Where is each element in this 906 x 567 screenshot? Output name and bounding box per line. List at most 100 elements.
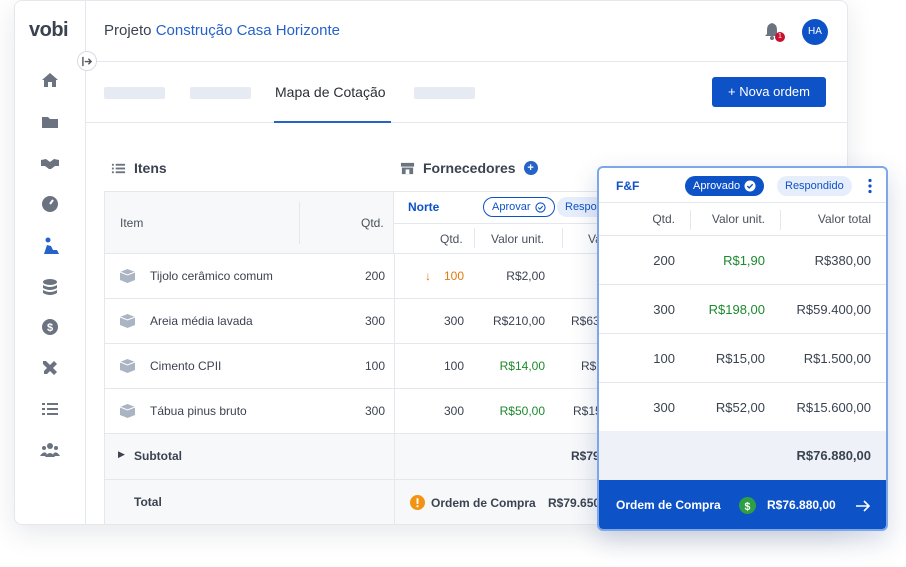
avatar[interactable]: HA: [802, 19, 828, 45]
expand-caret-icon[interactable]: ▶: [118, 449, 125, 459]
items-title: Itens: [134, 160, 167, 176]
subtotal-row[interactable]: ▶ Subtotal R$79: [105, 434, 613, 480]
notification-badge: 1: [775, 32, 785, 42]
norte-subtotal: R$79: [571, 449, 600, 463]
dollar-icon[interactable]: $: [39, 316, 61, 338]
ff-unit: R$198,00: [708, 302, 765, 317]
norte-qty: 300: [443, 314, 464, 328]
ff-header: F&F Aprovado Respondido: [599, 168, 886, 203]
ff-row[interactable]: 100 R$15,00 R$1.500,00: [599, 334, 886, 383]
ff-row[interactable]: 200 R$1,90 R$380,00: [599, 236, 886, 285]
ff-purchase-order-button[interactable]: Ordem de Compra $ R$76.880,00: [599, 480, 886, 529]
project-name-link[interactable]: Construção Casa Horizonte: [155, 22, 340, 39]
box-icon: [119, 269, 136, 283]
tab-placeholder-1[interactable]: [104, 87, 165, 99]
table-row[interactable]: Areia média lavada 300 300 R$210,00 R$63: [105, 299, 613, 344]
ff-row[interactable]: 300 R$198,00 R$59.400,00: [599, 285, 886, 334]
home-icon[interactable]: [39, 69, 61, 91]
approved-label: Aprovado: [693, 180, 741, 192]
worker-icon[interactable]: [39, 235, 61, 257]
team-icon[interactable]: [39, 439, 61, 461]
item-qty: 300: [364, 404, 385, 418]
tab-bar: Mapa de Cotação + Nova ordem: [86, 62, 847, 123]
norte-total: R$63: [571, 314, 600, 328]
ff-qty: 300: [653, 400, 675, 415]
item-qty: 100: [364, 359, 385, 373]
tools-icon[interactable]: [39, 357, 61, 379]
norte-qty: 300: [443, 404, 464, 418]
item-qty: 200: [364, 269, 385, 283]
ff-qty: 200: [653, 253, 675, 268]
add-supplier-button[interactable]: +: [523, 161, 538, 175]
suppliers-section-title: Fornecedores +: [400, 160, 538, 176]
items-section-title: Itens: [111, 160, 167, 176]
ff-unit: R$15,00: [715, 351, 765, 366]
ff-qty: 300: [653, 302, 675, 317]
item-name: Tábua pinus bruto: [150, 404, 247, 418]
check-circle-icon: [744, 180, 756, 192]
supplier-ff-name: F&F: [616, 179, 640, 193]
tab-placeholder-2[interactable]: [190, 87, 251, 99]
items-header: Item Qtd.: [105, 192, 394, 254]
col-item-header: Item: [120, 216, 144, 230]
svg-text:$: $: [47, 322, 53, 334]
ff-col-qty: Qtd.: [652, 212, 675, 226]
norte-qty: 100: [443, 359, 464, 373]
ff-total: R$15.600,00: [796, 400, 871, 415]
more-vertical-icon[interactable]: [868, 178, 872, 194]
ff-unit: R$52,00: [715, 400, 765, 415]
ff-row[interactable]: 300 R$52,00 R$15.600,00: [599, 383, 886, 432]
item-name: Cimento CPII: [150, 359, 222, 373]
svg-text:$: $: [745, 501, 751, 513]
item-name: Tijolo cerâmico comum: [150, 269, 273, 283]
table-row[interactable]: Tijolo cerâmico comum 200 ↓ 100 R$2,00: [105, 254, 613, 299]
norte-unit: R$210,00: [492, 314, 545, 328]
box-icon: [119, 359, 136, 373]
approve-norte-button[interactable]: Aprovar: [483, 197, 555, 217]
item-name: Areia média lavada: [150, 314, 253, 328]
responded-badge: Respondido: [777, 176, 852, 196]
project-prefix: Projeto: [104, 22, 152, 39]
ff-unit: R$1,90: [723, 253, 765, 268]
supplier-norte-name: Norte: [408, 200, 440, 214]
collapse-sidebar-button[interactable]: [77, 51, 97, 71]
norte-order-total: R$79.650: [548, 496, 601, 510]
subtotal-label: Subtotal: [134, 449, 182, 463]
total-label: Total: [134, 495, 162, 509]
tab-mapa-de-cotacao[interactable]: Mapa de Cotação: [275, 84, 386, 100]
store-icon: [400, 162, 415, 174]
table-row[interactable]: Tábua pinus bruto 300 300 R$50,00 R$15: [105, 389, 613, 434]
dollar-circle-icon: $: [739, 497, 756, 514]
top-bar: Projeto Construção Casa Horizonte 1 HA: [86, 1, 847, 62]
database-icon[interactable]: [39, 276, 61, 298]
norte-header: Norte Aprovar Respo Qtd. Valor unit. Va: [394, 192, 613, 254]
approve-label: Aprovar: [492, 201, 531, 213]
ff-total: R$1.500,00: [803, 351, 871, 366]
list-icon[interactable]: [39, 398, 61, 420]
col-qty-header: Qtd.: [361, 216, 384, 230]
norte-col-unit: Valor unit.: [491, 232, 545, 246]
norte-total: R$15: [573, 404, 602, 418]
folder-icon[interactable]: [39, 111, 61, 133]
gauge-icon[interactable]: [39, 193, 61, 215]
ff-total: R$59.400,00: [796, 302, 871, 317]
suppliers-title: Fornecedores: [423, 160, 516, 176]
ff-subtotal: R$76.880,00: [796, 448, 871, 463]
total-row: Total Ordem de Compra R$79.650: [105, 480, 613, 524]
approved-badge[interactable]: Aprovado: [685, 176, 765, 196]
tab-placeholder-3[interactable]: [414, 87, 475, 99]
handshake-icon[interactable]: [39, 152, 61, 174]
breadcrumb: Projeto Construção Casa Horizonte: [104, 22, 340, 39]
norte-unit: R$14,00: [499, 359, 545, 373]
ff-qty: 100: [653, 351, 675, 366]
down-arrow-icon: ↓: [425, 269, 431, 283]
ff-order-total: R$76.880,00: [767, 498, 836, 512]
arrow-right-icon: [81, 56, 92, 66]
norte-order-label[interactable]: Ordem de Compra: [431, 496, 536, 510]
norte-responded-badge: Respo: [557, 197, 599, 217]
new-order-button[interactable]: + Nova ordem: [712, 77, 826, 107]
warning-icon: [410, 495, 425, 510]
table-row[interactable]: Cimento CPII 100 100 R$14,00 R$: [105, 344, 613, 389]
box-icon: [119, 314, 136, 328]
ff-col-unit: Valor unit.: [711, 212, 765, 226]
